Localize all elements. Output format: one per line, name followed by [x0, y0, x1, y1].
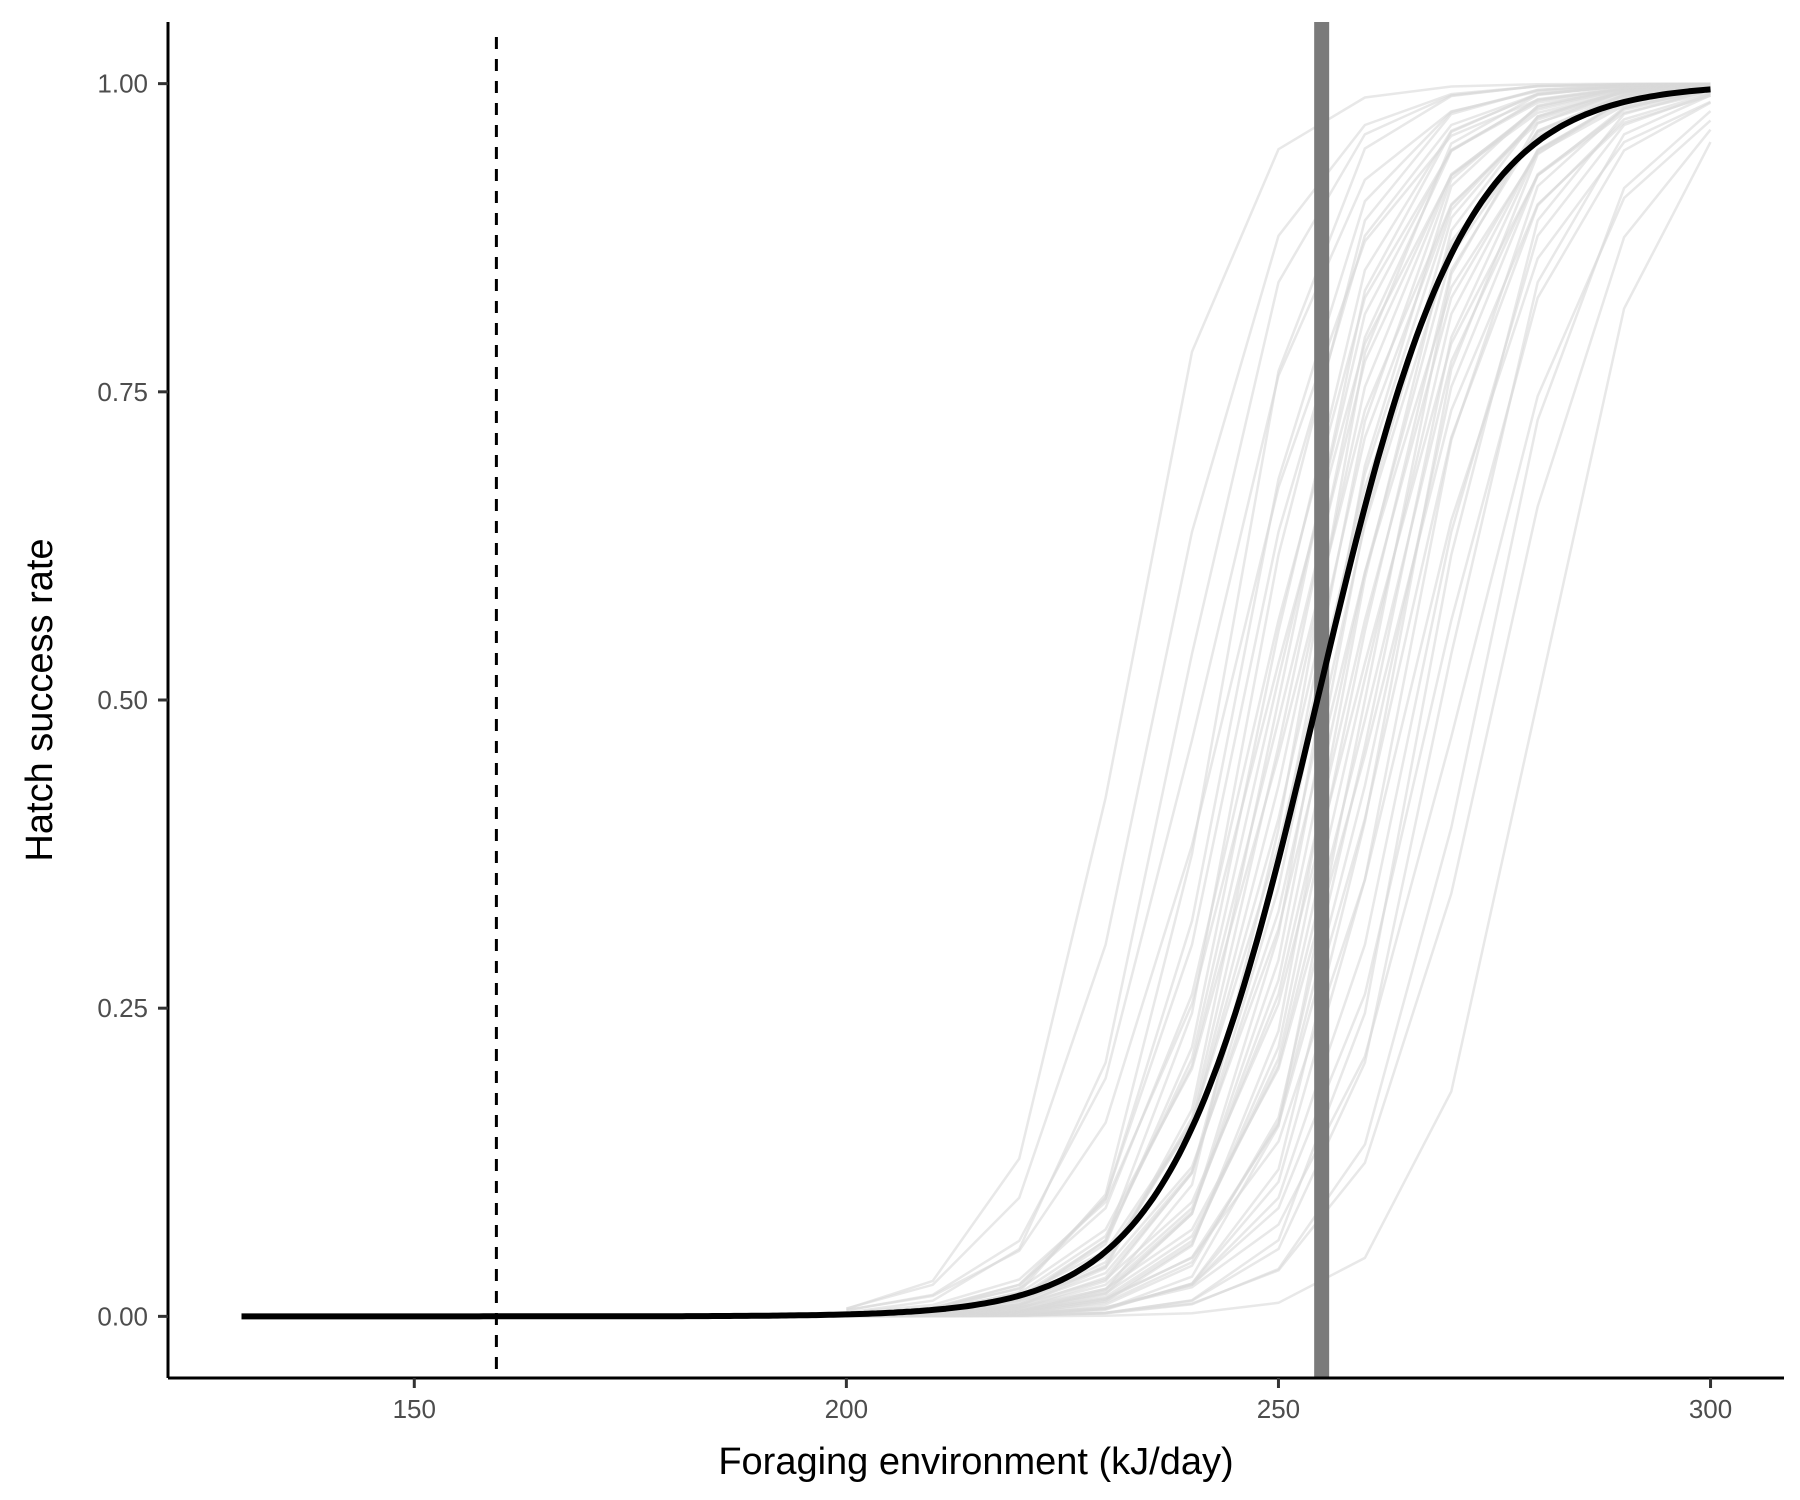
simulation-curve-10	[846, 83, 1711, 1316]
simulation-curve-32	[846, 91, 1711, 1317]
simulation-curve-15	[846, 84, 1711, 1316]
x-tick-label-200: 200	[825, 1394, 868, 1424]
simulation-curve-14	[846, 82, 1711, 1318]
main-curve	[241, 86, 1711, 1320]
y-tick-label-0.25: 0.25	[97, 993, 148, 1023]
simulation-curve-42	[846, 100, 1712, 1318]
simulation-curve-47	[846, 119, 1712, 1318]
simulation-curve-48	[846, 110, 1712, 1318]
axes: 150 200 250 300 0.00 0.25 0.50 0.75 1.00	[97, 22, 1784, 1424]
simulation-curve-12	[846, 85, 1711, 1315]
x-axis-title: Foraging environment (kJ/day)	[718, 1441, 1233, 1483]
x-tick-label-250: 250	[1257, 1394, 1300, 1424]
y-tick-label-0.75: 0.75	[97, 377, 148, 407]
simulation-curve-50	[846, 141, 1712, 1318]
main-curve-layer	[241, 86, 1711, 1320]
y-tick-label-1: 1.00	[97, 69, 148, 99]
y-tick-label-0.5: 0.50	[97, 685, 148, 715]
x-tick-label-150: 150	[393, 1394, 436, 1424]
simulation-curves	[846, 82, 1712, 1318]
y-axis-title: Hatch success rate	[19, 538, 61, 861]
x-tick-label-300: 300	[1689, 1394, 1732, 1424]
reference-lines	[494, 22, 1330, 1378]
y-tick-label-0: 0.00	[97, 1301, 148, 1331]
